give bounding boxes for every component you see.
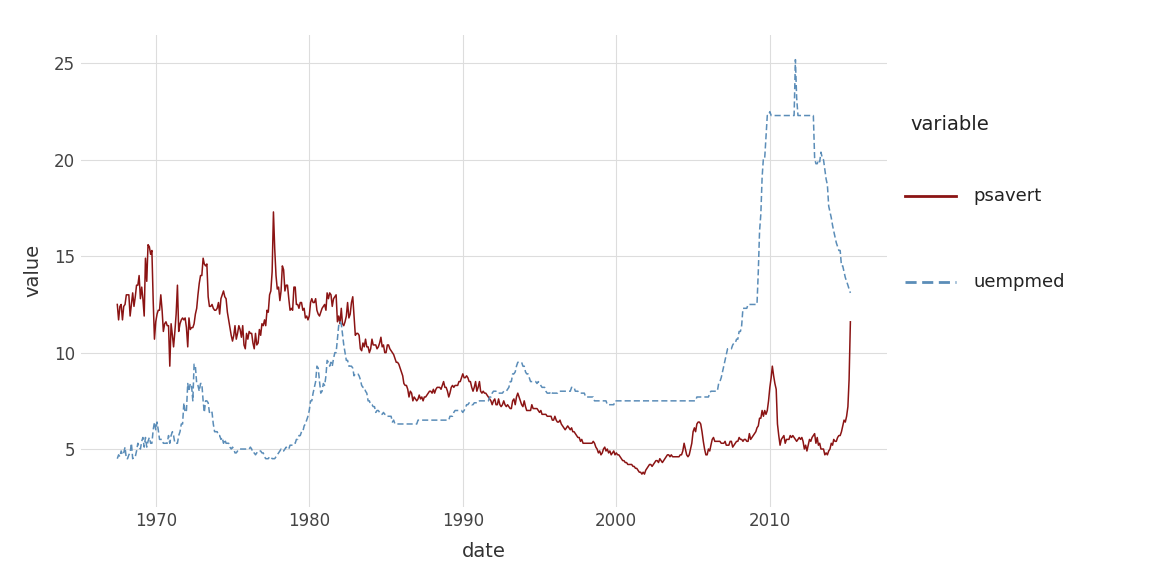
Text: psavert: psavert <box>973 187 1041 205</box>
Text: uempmed: uempmed <box>973 273 1064 291</box>
Text: variable: variable <box>910 115 988 134</box>
X-axis label: date: date <box>462 541 506 560</box>
Y-axis label: value: value <box>24 244 43 297</box>
